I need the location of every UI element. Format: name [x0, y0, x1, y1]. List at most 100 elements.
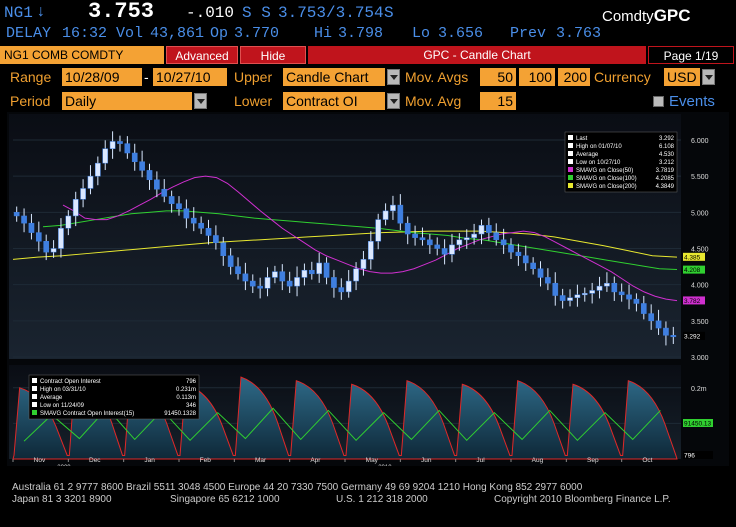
- chart-controls: Range 10/28/09 - 10/27/10 Upper Candle C…: [0, 66, 736, 112]
- last-price: 3.753: [88, 0, 155, 24]
- upper-axis-tag-text: 3.782: [684, 298, 701, 305]
- candle-body: [257, 285, 263, 289]
- ma1-input[interactable]: 50: [480, 68, 516, 86]
- candle-body: [567, 297, 573, 301]
- quote-header: NG1 ↓ 3.753 -.010 S S 3.753/3.754 S Comd…: [0, 0, 736, 46]
- candle-body: [552, 282, 559, 296]
- candle-body: [13, 212, 20, 217]
- brand-function: GPC: [653, 6, 691, 25]
- upper-y-axis: 6.000 5.500 5.000 4.500 4.000 3.500 3.000: [691, 138, 709, 362]
- upper-legend-label: Last: [576, 136, 588, 142]
- upper-tick-label: 3.000: [691, 355, 709, 362]
- candle-body: [493, 232, 500, 241]
- upper-legend-swatch: [568, 135, 573, 140]
- candle-body: [65, 215, 72, 229]
- right-axis-tags: 4.385 4.208 3.782 3.292 91450.13 796: [683, 252, 713, 460]
- s-indicator: S: [384, 4, 394, 22]
- lower-legend-label: SMAVG Contract Open Interest(15): [40, 411, 134, 417]
- candle-body: [213, 235, 219, 243]
- candle-body: [478, 225, 485, 235]
- candle-body: [220, 242, 227, 256]
- range-end-input[interactable]: 10/27/10: [153, 68, 227, 86]
- candle-body: [205, 227, 212, 236]
- upper-legend-swatch: [568, 143, 573, 148]
- currency-label: Currency: [594, 69, 651, 85]
- candle-body: [626, 294, 632, 300]
- lower-legend-label: High on 03/31/10: [40, 387, 86, 393]
- period-dropdown-icon[interactable]: [194, 93, 207, 109]
- chart-title-bar: GPC - Candle Chart: [308, 46, 646, 64]
- upper-tick-label: 5.000: [691, 210, 709, 217]
- x-year-label: 2010: [378, 465, 392, 466]
- x-tick-label: Mar: [255, 457, 267, 464]
- candles: [13, 131, 677, 346]
- candle-body: [87, 175, 94, 189]
- hide-button[interactable]: Hide: [240, 46, 306, 64]
- x-tick-label: Feb: [200, 457, 212, 464]
- candle-body: [294, 277, 300, 287]
- high-label: Hi: [314, 25, 333, 42]
- security-field[interactable]: NG1 COMB COMDTY: [0, 46, 164, 64]
- candle-body: [471, 233, 477, 238]
- lower-legend-value: 796: [186, 379, 197, 385]
- candle-body: [72, 199, 79, 217]
- candle-body: [419, 237, 426, 241]
- upper-legend-swatch: [568, 159, 573, 164]
- currency-dropdown-icon[interactable]: [702, 69, 715, 85]
- currency-select[interactable]: USD: [664, 68, 700, 86]
- lower-tick-label: 0.2m: [691, 386, 707, 393]
- candle-body: [640, 303, 647, 314]
- candle-body: [264, 277, 271, 289]
- upper-tick-label: 4.000: [691, 283, 709, 290]
- candle-body: [611, 282, 618, 293]
- upper-dropdown-icon[interactable]: [387, 69, 400, 85]
- events-label: Events: [669, 93, 715, 110]
- lower-legend-value: 346: [186, 403, 197, 409]
- upper-legend-swatch: [568, 183, 573, 188]
- range-start-input[interactable]: 10/28/09: [62, 68, 142, 86]
- candle-body: [449, 244, 455, 255]
- delay-label: DELAY: [6, 25, 52, 42]
- x-tick-label: Jul: [476, 457, 485, 464]
- ticker[interactable]: NG1: [4, 4, 33, 22]
- mov-avg-input[interactable]: 15: [480, 92, 516, 110]
- upper-legend-value: 4.530: [659, 152, 675, 158]
- upper-axis-tag-box: [683, 331, 705, 340]
- candle-body: [190, 217, 197, 224]
- lower-dropdown-icon[interactable]: [387, 93, 400, 109]
- candle-chart-svg: 6.000 5.500 5.000 4.500 4.000 3.500 3.000 0.2m…: [7, 112, 729, 471]
- candle-body: [463, 237, 470, 241]
- prev-price: 3.763: [556, 25, 602, 42]
- candle-body: [508, 244, 514, 253]
- x-tick-label: May: [366, 457, 379, 464]
- open-price: 3.770: [234, 25, 280, 42]
- lower-select[interactable]: Contract OI: [283, 92, 385, 110]
- candle-body: [412, 233, 418, 238]
- upper-axis-tag-text: 3.292: [684, 333, 701, 340]
- candle-body: [367, 241, 374, 260]
- candle-body: [530, 262, 536, 270]
- page-indicator: Page 1/19: [648, 46, 734, 64]
- lower-axis-tag-box: [683, 419, 713, 427]
- upper-select[interactable]: Candle Chart: [283, 68, 385, 86]
- ma2-input[interactable]: 100: [519, 68, 555, 86]
- upper-axis-tag-box: [683, 296, 705, 305]
- footer-line-1: Australia 61 2 9777 8600 Brazil 5511 304…: [12, 482, 583, 493]
- candle-body: [198, 222, 204, 229]
- upper-legend[interactable]: Last 3.292 High on 01/07/10 6.108 Average 4.5…: [564, 131, 678, 193]
- candle-body: [21, 215, 27, 224]
- candle-body: [286, 280, 293, 287]
- candle-body: [117, 141, 123, 144]
- advanced-button[interactable]: Advanced: [166, 46, 238, 64]
- candle-body: [43, 241, 50, 253]
- period-select[interactable]: Daily: [62, 92, 192, 110]
- lower-legend-label: Contract Open Interest: [40, 379, 101, 385]
- lower-legend[interactable]: Contract Open Interest 796 High on 03/31/1…: [28, 374, 200, 420]
- x-tick-label: Aug: [532, 457, 544, 464]
- candle-body: [168, 196, 175, 204]
- ma3-input[interactable]: 200: [558, 68, 590, 86]
- candle-body: [249, 280, 256, 287]
- upper-axis-tag-box: [683, 252, 705, 261]
- candle-body: [574, 294, 581, 298]
- events-checkbox[interactable]: [653, 96, 664, 107]
